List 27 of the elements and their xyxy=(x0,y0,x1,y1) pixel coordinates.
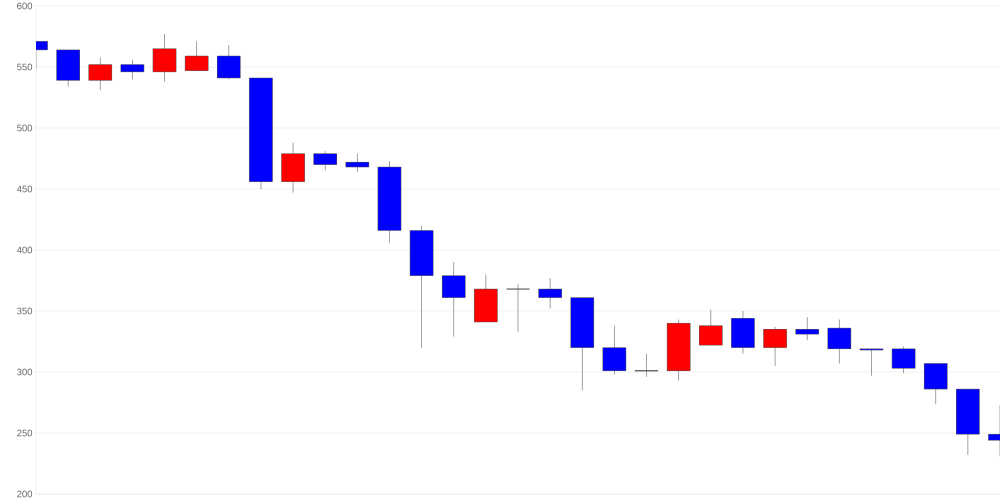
candlestick xyxy=(860,348,884,376)
candlestick xyxy=(828,319,852,364)
candlestick xyxy=(216,44,241,80)
y-tick-label: 250 xyxy=(17,430,32,436)
candlestick xyxy=(698,309,723,346)
candlestick xyxy=(346,153,370,172)
y-tick-label: 450 xyxy=(16,186,32,192)
candlestick xyxy=(152,34,176,82)
candlestick xyxy=(795,316,820,341)
candlestick xyxy=(506,284,530,332)
candlestick xyxy=(763,326,787,366)
candlestick xyxy=(313,150,338,172)
y-tick-label: 300 xyxy=(17,368,32,376)
candlestick xyxy=(634,353,659,378)
y-tick-label: 350 xyxy=(17,308,32,314)
candlestick xyxy=(88,56,112,91)
y-tick-label: 550 xyxy=(17,64,32,70)
candlestick xyxy=(442,262,466,338)
candlestick xyxy=(184,40,208,72)
y-tick-label: 200 xyxy=(17,490,32,498)
y-tick-label: 500 xyxy=(17,124,32,132)
candlestick xyxy=(538,278,562,309)
candlestick xyxy=(120,59,144,80)
y-tick-label: 400 xyxy=(16,246,32,254)
candlestick xyxy=(892,346,916,374)
candlestick xyxy=(602,325,626,375)
y-tick-label: 600 xyxy=(17,2,32,10)
